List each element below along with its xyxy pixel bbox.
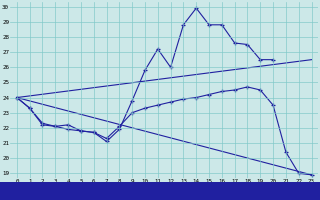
X-axis label: Graphe des températures (°C): Graphe des températures (°C) (89, 188, 239, 198)
